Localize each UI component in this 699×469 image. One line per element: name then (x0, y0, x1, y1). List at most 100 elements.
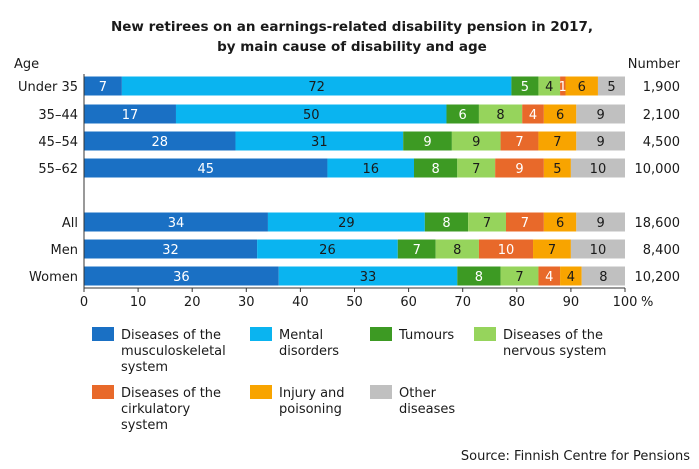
bar-segment (84, 131, 236, 151)
legend-swatch (250, 385, 272, 399)
number-value: 10,200 (635, 270, 681, 285)
x-tick-label: 90 (563, 295, 580, 310)
category-label: 35–44 (38, 108, 78, 123)
legend-swatch (92, 327, 114, 341)
bar-row: 35–44 17 50 6 8 4 6 9 2,100 (38, 104, 680, 124)
x-tick-label: 30 (238, 295, 255, 310)
data-label: 7 (413, 243, 421, 258)
bar-segment (267, 212, 425, 232)
bar-segment (543, 158, 571, 178)
data-label: 8 (475, 270, 483, 285)
bar-segment (495, 158, 544, 178)
bar-segment (84, 76, 122, 96)
bar-segment (435, 239, 479, 259)
category-label: 45–54 (38, 135, 78, 150)
x-tick-label: 70 (454, 295, 471, 310)
bar-segment (560, 266, 582, 286)
bar-row: All 34 29 8 7 7 6 9 18,600 (62, 212, 681, 232)
bar-row: 55–62 45 16 8 7 9 5 10 10,000 (38, 158, 681, 178)
legend-label: system (121, 360, 168, 375)
category-label: Men (51, 243, 78, 258)
legend-swatch (370, 327, 392, 341)
bar-segment (451, 131, 501, 151)
data-label: 7 (515, 270, 523, 285)
data-label: 36 (173, 270, 190, 285)
x-tick-label: 0 (80, 295, 88, 310)
data-label: 9 (597, 216, 605, 231)
bar-segment (505, 212, 544, 232)
number-value: 8,400 (643, 243, 680, 258)
number-value: 4,500 (643, 135, 680, 150)
data-label: 9 (423, 135, 431, 150)
data-label: 31 (311, 135, 328, 150)
data-label: 7 (548, 243, 556, 258)
data-label: 72 (308, 80, 325, 95)
data-label: 7 (515, 135, 523, 150)
bar-segment (522, 104, 544, 124)
data-label: 6 (578, 80, 586, 95)
legend-swatch (92, 385, 114, 399)
bar-segment (570, 239, 625, 259)
legend-label: disorders (279, 344, 339, 359)
bar-segment (84, 104, 176, 124)
data-label: 10 (590, 243, 607, 258)
bar-segment (543, 104, 577, 124)
bar-segment (478, 104, 523, 124)
bar-segment (565, 76, 598, 96)
bar-segment (84, 158, 328, 178)
data-label: 9 (597, 108, 605, 123)
legend-item: Tumours (370, 327, 454, 343)
bar-segment (84, 239, 258, 259)
bar-segment (576, 131, 625, 151)
category-label: Under 35 (18, 80, 78, 95)
data-label: 8 (599, 270, 607, 285)
chart-subtitle: by main cause of disability and age (217, 39, 487, 55)
data-label: 7 (483, 216, 491, 231)
bar-segment (457, 266, 501, 286)
data-label: 7 (99, 80, 107, 95)
bar-segment (500, 266, 539, 286)
data-label: 33 (360, 270, 377, 285)
bar-segment (511, 76, 539, 96)
x-unit-label: % (641, 295, 653, 310)
data-label: 4 (529, 108, 537, 123)
bar-segment (538, 266, 561, 286)
category-label: Women (29, 270, 78, 285)
data-label: 32 (162, 243, 179, 258)
data-label: 8 (442, 216, 450, 231)
bar-segment (581, 266, 625, 286)
x-tick-label: 80 (509, 295, 526, 310)
data-label: 16 (362, 162, 379, 177)
legend-swatch (370, 385, 392, 399)
bar-row: Men 32 26 7 8 10 7 10 8,400 (51, 239, 680, 259)
bar-segment (538, 76, 561, 96)
bar-segment (560, 76, 566, 96)
data-label: 8 (453, 243, 461, 258)
x-tick-label: 10 (130, 295, 147, 310)
data-label: 50 (303, 108, 320, 123)
bar-segment (457, 158, 496, 178)
legend-swatch (250, 327, 272, 341)
x-tick-label: 50 (346, 295, 363, 310)
number-value: 18,600 (635, 216, 681, 231)
chart-title: New retirees on an earnings-related disa… (111, 19, 593, 35)
data-label: 6 (459, 108, 467, 123)
number-value: 10,000 (635, 162, 681, 177)
bar-segment (597, 76, 625, 96)
category-label: 55–62 (38, 162, 78, 177)
data-label: 29 (338, 216, 355, 231)
bar-segment (121, 76, 512, 96)
legend-label: nervous system (503, 344, 606, 359)
number-value: 1,900 (643, 80, 680, 95)
data-label: 1 (559, 80, 567, 95)
bar-segment (570, 158, 625, 178)
legend-label: Tumours (398, 328, 454, 343)
data-label: 9 (472, 135, 480, 150)
legend-label: musculoskeletal (121, 344, 226, 359)
data-label: 5 (521, 80, 529, 95)
bar-segment (478, 239, 534, 259)
legend-label: Injury and (279, 386, 345, 401)
